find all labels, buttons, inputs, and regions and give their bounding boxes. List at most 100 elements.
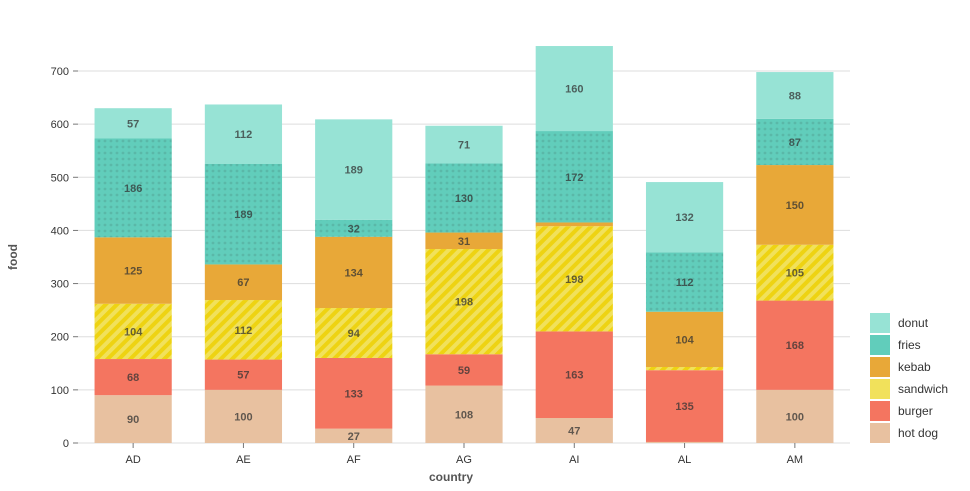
y-tick-label: 100 bbox=[51, 385, 69, 397]
bar-kebab-AI bbox=[535, 222, 613, 227]
x-tick-label: AL bbox=[678, 454, 691, 466]
bar-hot-dog-AE bbox=[204, 389, 283, 443]
x-tick-label: AM bbox=[787, 454, 804, 466]
bar-kebab-AE bbox=[204, 264, 283, 301]
bar-value-label: 68 bbox=[127, 372, 139, 384]
legend-item-donut: donut bbox=[870, 313, 929, 333]
bar-kebab-AM bbox=[756, 165, 834, 245]
legend-swatch bbox=[870, 313, 890, 333]
bar-value-label: 100 bbox=[786, 411, 804, 423]
bar-fries-AL bbox=[645, 252, 724, 312]
bar-value-label: 189 bbox=[234, 209, 252, 221]
bar-donut-AG bbox=[425, 125, 503, 164]
bar-value-label: 133 bbox=[345, 388, 363, 400]
bar-donut-AD bbox=[94, 108, 172, 139]
bar-value-label: 88 bbox=[789, 90, 801, 102]
bar-burger-AL bbox=[645, 370, 724, 442]
bar-donut-AL bbox=[645, 182, 724, 253]
bar-value-label: 134 bbox=[345, 267, 364, 279]
bar-burger-AG bbox=[425, 354, 503, 386]
y-tick-label: 400 bbox=[51, 225, 69, 237]
x-axis: AD AE AF AG AI AL AM bbox=[126, 443, 804, 466]
legend-label: hot dog bbox=[898, 426, 938, 440]
bar-sandwich-AG bbox=[425, 249, 503, 355]
bar-value-label: 132 bbox=[675, 212, 693, 224]
bar-sandwich-AE bbox=[204, 300, 283, 360]
bar-hot-dog-AG bbox=[425, 385, 503, 443]
legend-item-fries: fries bbox=[870, 335, 921, 355]
bar-kebab-AG bbox=[425, 232, 503, 250]
legend-swatch bbox=[870, 357, 890, 377]
bar-value-label: 27 bbox=[348, 431, 360, 443]
bar-value-label: 160 bbox=[565, 84, 583, 96]
x-tick-label: AI bbox=[569, 454, 579, 466]
bar-burger-AM bbox=[756, 300, 834, 390]
bar-donut-AM bbox=[756, 72, 834, 119]
x-axis-label: country bbox=[429, 470, 473, 484]
bar-value-label: 87 bbox=[789, 137, 801, 149]
y-tick-label: 200 bbox=[51, 332, 69, 344]
bar-fries-AE bbox=[204, 164, 283, 265]
bar-hot-dog-AL bbox=[645, 441, 724, 443]
bar-burger-AE bbox=[204, 359, 283, 390]
bars: 90 68 104 125 186 57 100 57 112 67 189 112 27 133 94 13… bbox=[94, 46, 834, 443]
bar-fries-AG bbox=[425, 163, 503, 233]
bar-value-label: 130 bbox=[455, 193, 473, 205]
bar-kebab-AD bbox=[94, 237, 172, 304]
bar-value-label: 198 bbox=[455, 297, 473, 309]
bar-value-label: 108 bbox=[455, 409, 473, 421]
bar-value-label: 163 bbox=[565, 370, 583, 382]
bar-value-label: 112 bbox=[235, 129, 253, 141]
bar-value-label: 198 bbox=[565, 274, 583, 286]
bar-burger-AI bbox=[535, 331, 613, 419]
x-tick-label: AE bbox=[236, 454, 251, 466]
bar-value-label: 112 bbox=[676, 277, 694, 289]
legend-item-sandwich: sandwich bbox=[870, 379, 948, 399]
bar-fries-AD bbox=[94, 138, 172, 238]
bar-value-label: 32 bbox=[348, 223, 360, 235]
y-axis: 0 100 200 300 400 500 600 700 bbox=[51, 66, 78, 450]
bar-donut-AE bbox=[204, 104, 283, 164]
bar-burger-AD bbox=[94, 359, 172, 396]
bar-fries-AI bbox=[535, 131, 613, 223]
bar-value-label: 100 bbox=[234, 411, 252, 423]
y-tick-label: 0 bbox=[63, 438, 69, 450]
x-tick-label: AG bbox=[456, 454, 472, 466]
legend-label: burger bbox=[898, 404, 933, 418]
legend-label: sandwich bbox=[898, 382, 948, 396]
y-tick-label: 300 bbox=[51, 279, 69, 291]
legend-label: donut bbox=[898, 316, 929, 330]
legend-item-kebab: kebab bbox=[870, 357, 931, 377]
bar-sandwich-AL bbox=[645, 367, 724, 371]
bar-value-label: 47 bbox=[568, 426, 580, 438]
legend-swatch bbox=[870, 423, 890, 443]
legend-swatch bbox=[870, 401, 890, 421]
bar-value-label: 105 bbox=[786, 268, 804, 280]
bar-value-label: 186 bbox=[124, 183, 142, 195]
bar-value-label: 57 bbox=[237, 370, 249, 382]
bar-value-label: 172 bbox=[565, 172, 583, 184]
bar-sandwich-AM bbox=[756, 244, 834, 301]
bar-value-label: 150 bbox=[786, 200, 804, 212]
bar-donut-AI bbox=[535, 46, 613, 132]
bar-value-label: 71 bbox=[458, 140, 470, 152]
bar-value-label: 31 bbox=[458, 236, 470, 248]
bar-kebab-AL bbox=[645, 311, 724, 368]
bar-fries-AM bbox=[756, 118, 834, 166]
legend-label: kebab bbox=[898, 360, 931, 374]
bar-sandwich-AI bbox=[535, 226, 613, 332]
y-tick-label: 600 bbox=[51, 119, 69, 131]
bar-kebab-AF bbox=[315, 236, 393, 309]
legend-swatch bbox=[870, 379, 890, 399]
x-tick-label: AD bbox=[126, 454, 141, 466]
bar-sandwich-AD bbox=[94, 303, 172, 360]
bar-sandwich-AF bbox=[315, 308, 393, 358]
legend-item-hot-dog: hot dog bbox=[870, 423, 938, 443]
bar-value-label: 168 bbox=[786, 340, 804, 352]
bar-hot-dog-AF bbox=[315, 428, 393, 443]
bar-value-label: 104 bbox=[675, 334, 694, 346]
legend-swatch bbox=[870, 335, 890, 355]
bar-value-label: 59 bbox=[458, 365, 470, 377]
y-tick-label: 700 bbox=[51, 66, 69, 78]
y-axis-label: food bbox=[6, 244, 20, 270]
